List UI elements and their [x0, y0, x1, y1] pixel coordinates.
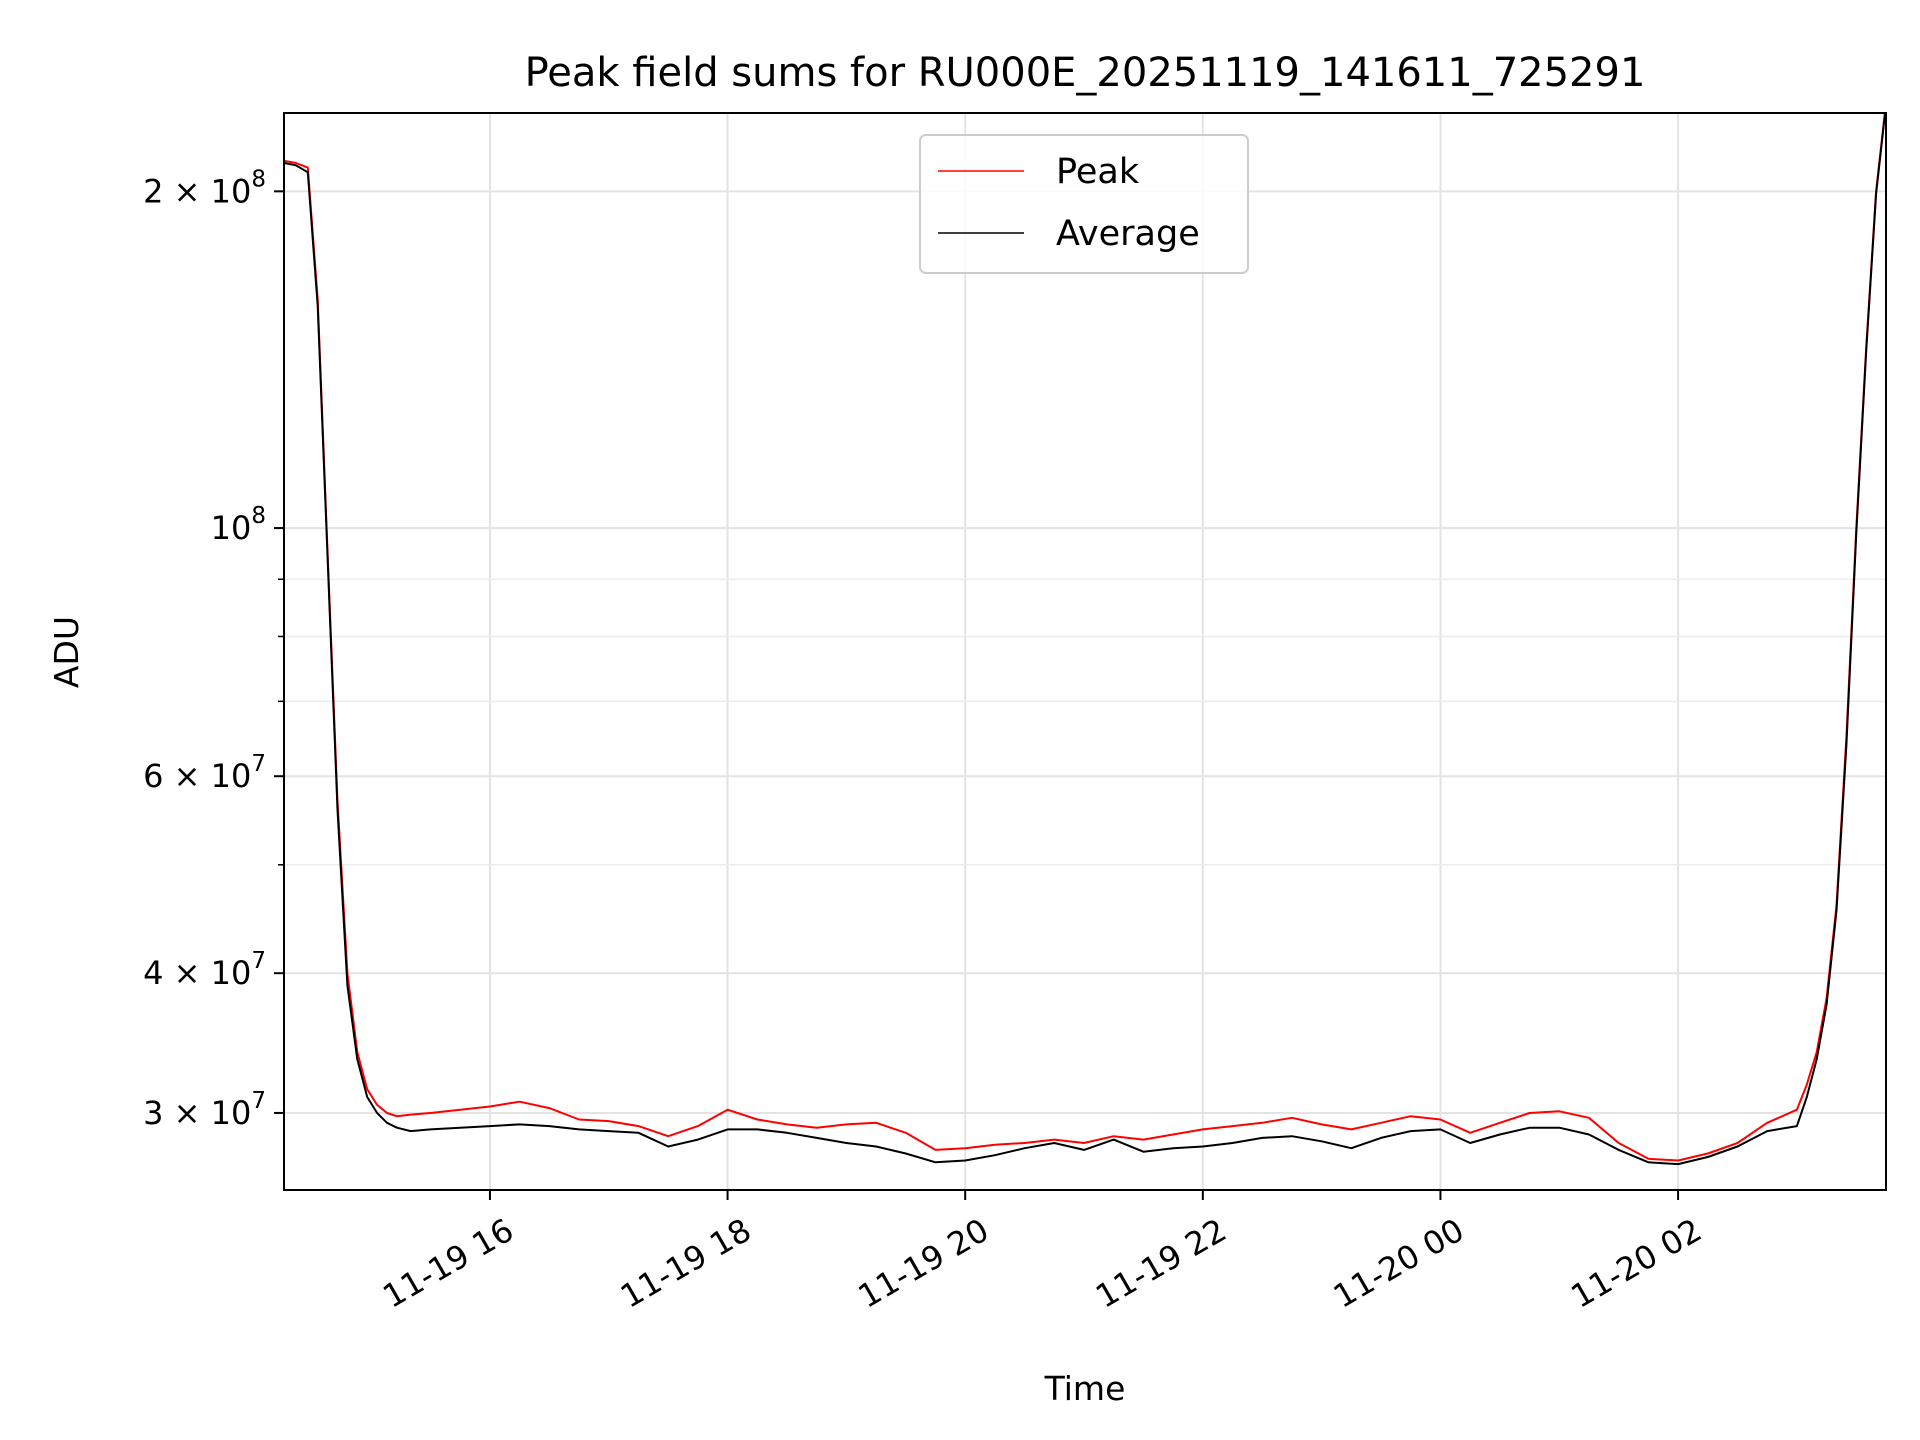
y-tick-label-exponent: 8	[251, 166, 266, 192]
y-tick-label: 108	[211, 503, 266, 547]
y-tick-label: 2 × 108	[143, 166, 266, 210]
series-line-average	[284, 113, 1886, 1166]
y-tick-label-base: 6 × 10	[143, 757, 251, 795]
legend-label-average: Average	[1056, 214, 1200, 254]
legend-label-peak: Peak	[1056, 152, 1140, 192]
series-line-peak	[284, 113, 1886, 1162]
y-tick-label-exponent: 7	[251, 1088, 266, 1114]
y-tick-label: 4 × 107	[143, 948, 266, 992]
chart-title: Peak field sums for RU000E_20251119_1416…	[525, 50, 1646, 96]
y-axis-title: ADU	[47, 616, 86, 688]
y-tick-label-exponent: 7	[251, 948, 266, 974]
legend: Peak Average	[919, 134, 1249, 274]
y-tick-label: 3 × 107	[143, 1088, 266, 1132]
y-tick-label-base: 4 × 10	[143, 954, 251, 992]
y-tick-label-base: 10	[211, 509, 252, 547]
series-layer	[284, 113, 1886, 1166]
y-tick-label-exponent: 8	[251, 503, 266, 529]
x-axis-title: Time	[1044, 1369, 1126, 1408]
y-tick-label-exponent: 7	[251, 751, 266, 777]
y-tick-label-base: 2 × 10	[143, 172, 251, 210]
legend-box	[919, 134, 1249, 274]
grid	[284, 113, 1886, 1190]
y-tick-label: 6 × 107	[143, 751, 266, 795]
plot-frame	[283, 112, 1887, 1191]
y-tick-label-base: 3 × 10	[143, 1094, 251, 1132]
